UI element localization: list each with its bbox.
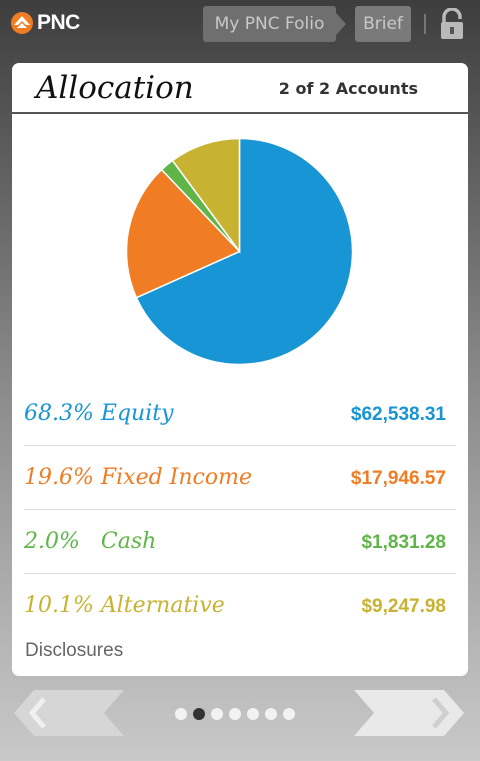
page-dot[interactable]: [193, 708, 205, 720]
nav-my-pnc-folio-button[interactable]: My PNC Folio: [203, 6, 336, 42]
page-indicator: [175, 708, 301, 720]
pie-slice-alternative: [171, 137, 241, 254]
allocation-label: 68.3% Equity: [24, 401, 174, 426]
lock-icon[interactable]: [438, 8, 466, 40]
allocation-row-alternative[interactable]: 10.1% Alternative $9,247.98: [24, 574, 456, 638]
allocation-label: 19.6% Fixed Income: [24, 465, 252, 490]
page-dot[interactable]: [265, 708, 277, 720]
card-header: Allocation 2 of 2 Accounts: [12, 63, 468, 114]
nav-brief-button[interactable]: Brief: [355, 6, 411, 42]
allocation-pie-chart: [125, 137, 354, 366]
breadcrumb-arrow-icon: [336, 13, 346, 35]
allocation-value: $1,831.28: [361, 532, 446, 553]
allocation-label: 2.0% Cash: [24, 529, 157, 554]
page-dot[interactable]: [247, 708, 259, 720]
previous-page-button[interactable]: [14, 690, 124, 736]
allocation-value: $17,946.57: [350, 468, 446, 489]
allocation-value: $62,538.31: [350, 404, 446, 425]
page-dot[interactable]: [211, 708, 223, 720]
card-title: Allocation: [36, 70, 194, 106]
pie-slice-equity: [135, 137, 354, 366]
logo-text: PNC: [37, 11, 80, 34]
header-divider: [424, 14, 426, 34]
pnc-logo-icon: [11, 12, 33, 34]
accounts-count[interactable]: 2 of 2 Accounts: [278, 79, 418, 98]
allocation-row-fixed-income[interactable]: 19.6% Fixed Income $17,946.57: [24, 446, 456, 510]
page-dot[interactable]: [283, 708, 295, 720]
allocation-row-cash[interactable]: 2.0% Cash $1,831.28: [24, 510, 456, 574]
allocation-value: $9,247.98: [361, 596, 446, 617]
allocation-label: 10.1% Alternative: [24, 593, 225, 618]
disclosures-link[interactable]: Disclosures: [25, 640, 124, 661]
allocation-card: Allocation 2 of 2 Accounts 68.3% Equity …: [12, 63, 468, 676]
allocation-row-equity[interactable]: 68.3% Equity $62,538.31: [24, 382, 456, 446]
next-page-button[interactable]: [354, 690, 464, 736]
pie-slice-fixed-income: [125, 168, 241, 299]
pnc-logo: PNC: [10, 11, 80, 35]
top-bar: PNC My PNC Folio Brief: [0, 0, 480, 52]
page-dot[interactable]: [175, 708, 187, 720]
page-dot[interactable]: [229, 708, 241, 720]
